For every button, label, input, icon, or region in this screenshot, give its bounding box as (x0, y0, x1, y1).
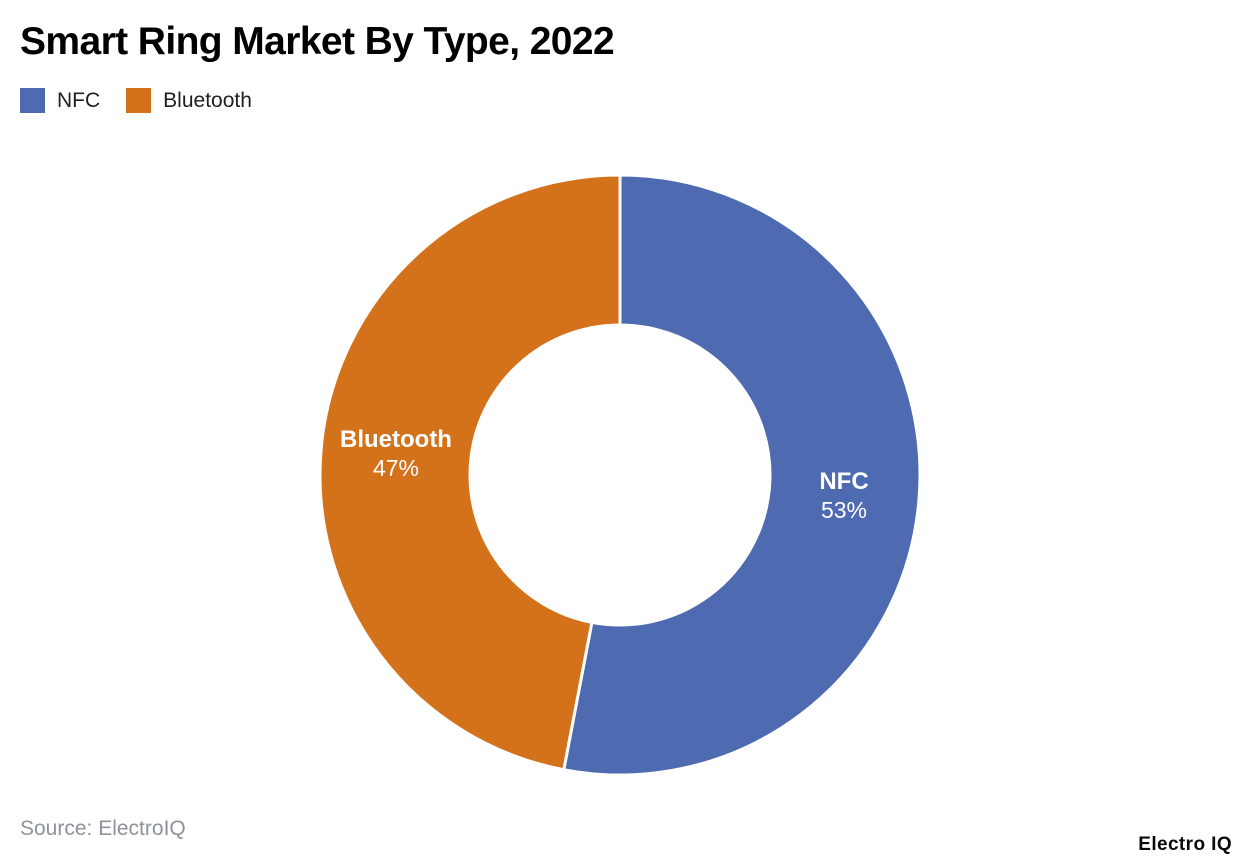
chart-title: Smart Ring Market By Type, 2022 (20, 20, 615, 63)
legend-swatch-nfc (20, 88, 45, 113)
pie-slice-bluetooth[interactable] (318, 173, 622, 772)
legend-item-nfc[interactable]: NFC (20, 88, 100, 113)
brand-logo: Electro IQ (1138, 834, 1232, 855)
legend-label-nfc: NFC (57, 88, 101, 112)
legend-label-bluetooth: Bluetooth (163, 88, 252, 112)
legend-item-bluetooth[interactable]: Bluetooth (126, 88, 252, 113)
legend: NFC Bluetooth (20, 88, 252, 113)
pie-slice-nfc[interactable] (562, 173, 922, 777)
source-note: Source: ElectroIQ (20, 817, 186, 840)
legend-swatch-bluetooth (126, 88, 152, 113)
